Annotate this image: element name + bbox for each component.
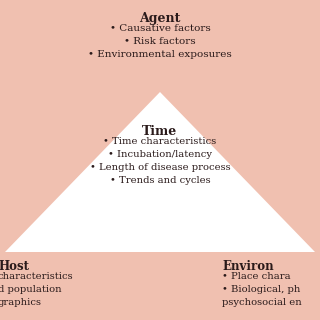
Polygon shape: [5, 92, 315, 252]
Text: • Causative factors
• Risk factors
• Environmental exposures: • Causative factors • Risk factors • Env…: [88, 24, 232, 60]
Text: characteristics
d population
graphics: characteristics d population graphics: [0, 272, 74, 307]
Text: Host: Host: [0, 260, 29, 273]
Text: Agent: Agent: [139, 12, 181, 25]
Text: • Place chara
• Biological, ph
psychosocial en: • Place chara • Biological, ph psychosoc…: [222, 272, 302, 307]
Text: • Time characteristics
• Incubation/latency
• Length of disease process
• Trends: • Time characteristics • Incubation/late…: [90, 137, 230, 185]
Text: Time: Time: [142, 125, 178, 138]
Text: Environ: Environ: [222, 260, 274, 273]
